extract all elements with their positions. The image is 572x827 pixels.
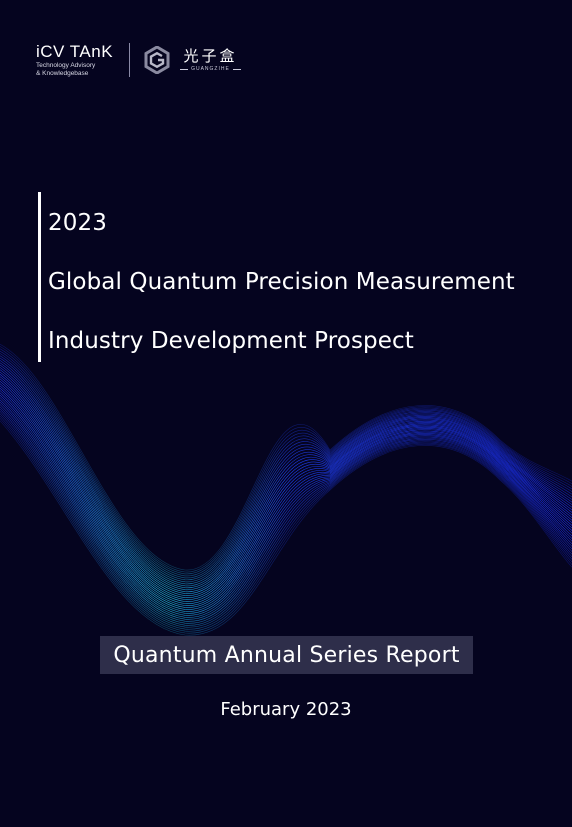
wave-line <box>0 404 572 622</box>
wave-line <box>0 374 572 596</box>
wave-line <box>0 380 572 602</box>
wave-line <box>0 408 572 626</box>
report-date: February 2023 <box>220 699 352 720</box>
report-title-line2: Industry Development Prospect <box>48 328 414 354</box>
wave-line <box>0 415 572 632</box>
guangzihe-logo: 光子盒 GUANGZIHE <box>144 46 244 74</box>
wave-line <box>0 399 572 618</box>
wave-line <box>0 355 572 581</box>
wave-line <box>0 410 572 628</box>
logo-divider <box>129 43 131 77</box>
guangzihe-chinese-name: 光子盒 <box>183 47 238 65</box>
wave-line <box>0 369 572 593</box>
wave-line <box>0 378 572 600</box>
icv-tank-subtitle-line1: Technology Advisory <box>36 62 96 69</box>
wave-line <box>0 383 572 604</box>
wave-line <box>0 420 572 636</box>
wave-line <box>0 343 572 571</box>
wave-line <box>0 362 572 587</box>
wave-line <box>0 397 572 616</box>
wave-line <box>0 376 572 598</box>
icv-tank-name: iCV TAnK <box>36 42 114 61</box>
wave-line <box>0 346 572 573</box>
report-title-line1: Global Quantum Precision Measurement <box>48 269 515 295</box>
wave-line <box>0 357 572 583</box>
wave-line <box>0 417 572 634</box>
wave-line <box>0 367 572 591</box>
title-accent-bar <box>38 192 41 362</box>
wave-line <box>0 387 572 608</box>
icv-tank-subtitle-line2: & Knowledgebase <box>36 69 89 77</box>
wave-line <box>0 385 572 606</box>
header: iCV TAnK Technology Advisory & Knowledge… <box>36 40 244 80</box>
hexagon-g-icon <box>144 46 170 74</box>
icv-tank-subtitle: Technology Advisory & Knowledgebase <box>36 62 113 77</box>
series-label-box: Quantum Annual Series Report <box>100 636 473 674</box>
wave-line <box>0 413 572 630</box>
quantum-wave-graphic <box>0 343 572 636</box>
wave-line <box>0 364 572 589</box>
wave-line <box>0 350 572 577</box>
guangzihe-english-name: GUANGZIHE <box>177 66 244 72</box>
wave-line <box>0 390 572 610</box>
wave-line <box>0 394 572 614</box>
wave-line <box>0 353 572 579</box>
series-label: Quantum Annual Series Report <box>113 642 460 668</box>
icv-tank-logo: iCV TAnK Technology Advisory & Knowledge… <box>36 43 113 77</box>
wave-line <box>0 406 572 624</box>
wave-line <box>0 392 572 612</box>
wave-line <box>0 348 572 575</box>
report-year: 2023 <box>48 210 107 236</box>
wave-line <box>0 360 572 585</box>
wave-line <box>0 401 572 620</box>
wave-line <box>0 371 572 594</box>
